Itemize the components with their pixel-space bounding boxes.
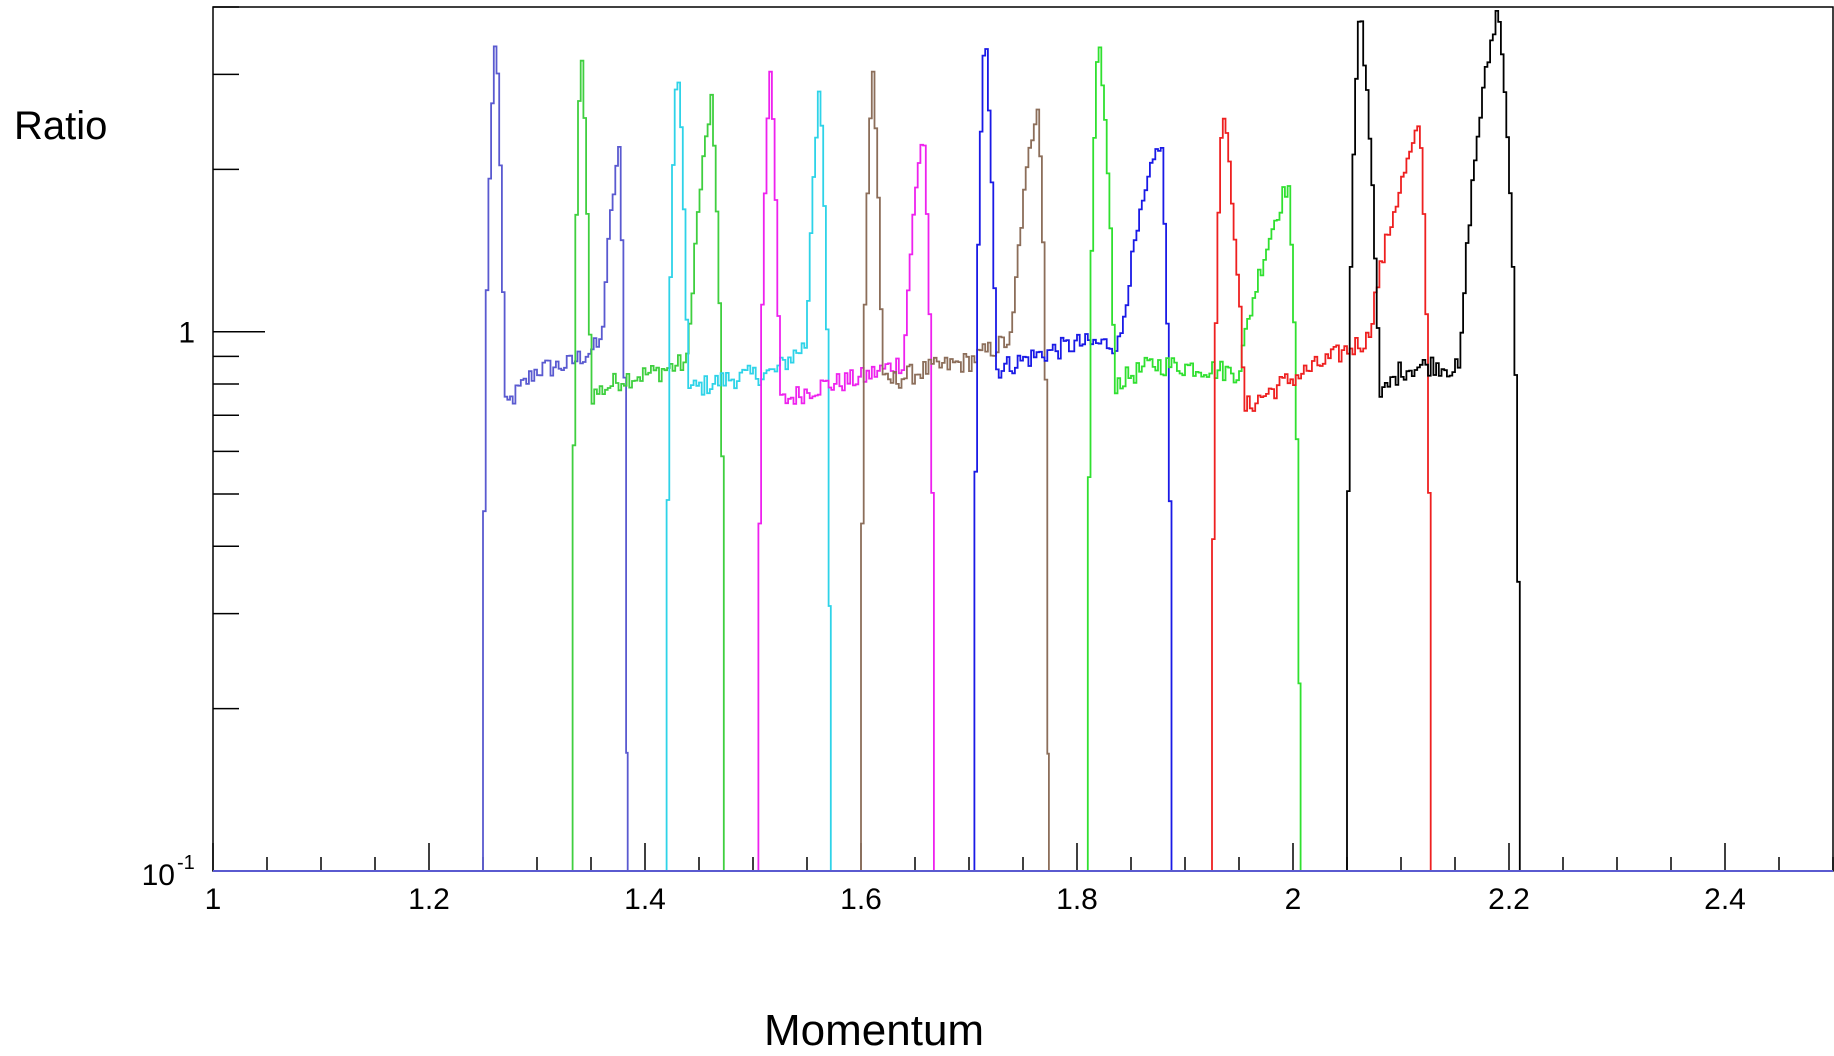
x-tick-label: 1.4 <box>624 883 666 916</box>
series-line-2 <box>571 59 725 872</box>
series-line-6 <box>973 48 1173 872</box>
x-tick-label: 1.8 <box>1056 883 1098 916</box>
y-tick-label: 10 <box>142 859 175 892</box>
y-tick-exponent: -1 <box>177 852 195 874</box>
x-tick-label: 2.4 <box>1704 883 1746 916</box>
plot-frame <box>212 6 1834 872</box>
series-line-4 <box>757 70 935 872</box>
y-tick-label: 1 <box>178 317 195 350</box>
x-tick-label: 2.2 <box>1488 883 1530 916</box>
series-line-1 <box>482 45 629 871</box>
x-tick-label: 1 <box>205 883 222 916</box>
axes: 1 1.2 1.4 1.6 1.8 2 2.2 2.4 1 10 -1 <box>142 6 1834 916</box>
series-line-8 <box>1211 117 1432 872</box>
x-tick-label: 2 <box>1285 883 1302 916</box>
x-tick-label: 1.6 <box>840 883 882 916</box>
series-line-7 <box>1086 46 1302 871</box>
series-layer <box>213 10 1833 872</box>
x-axis-label: Momentum <box>764 1006 985 1055</box>
x-tick-label: 1.2 <box>408 883 450 916</box>
series-line-5 <box>860 70 1050 871</box>
y-axis-label: Ratio <box>14 104 108 148</box>
series-line-3 <box>665 81 832 871</box>
series-line-9 <box>1346 10 1521 871</box>
